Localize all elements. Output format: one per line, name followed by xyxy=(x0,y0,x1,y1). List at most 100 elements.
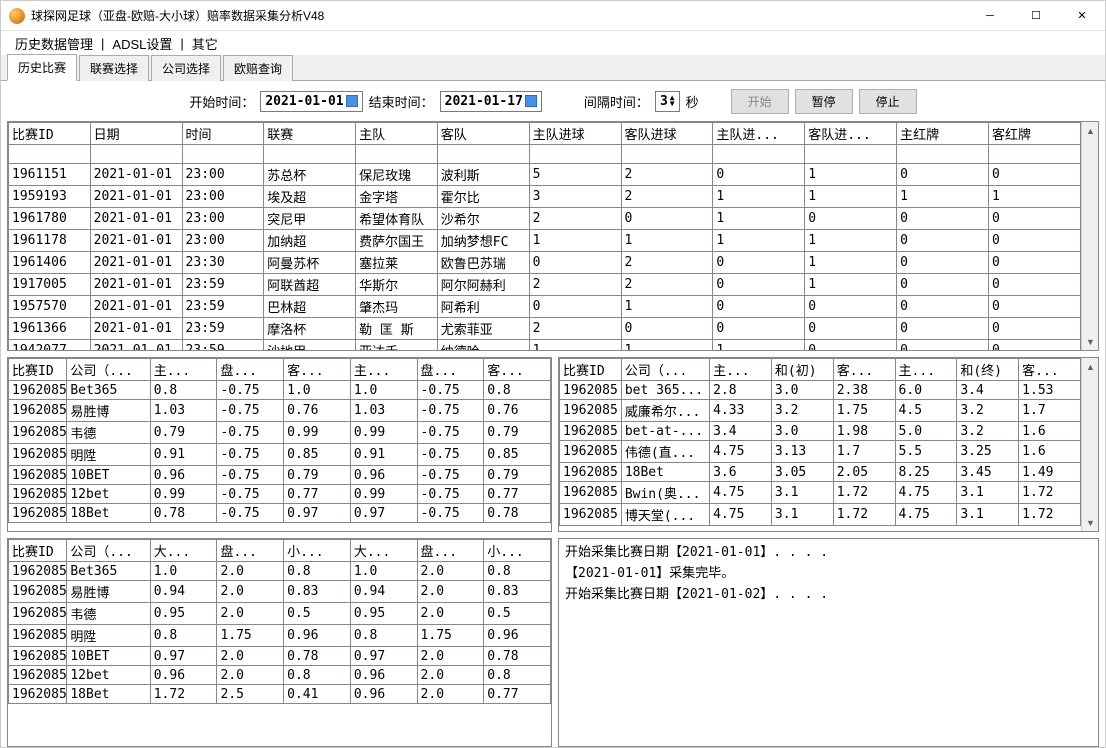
column-header[interactable]: 客... xyxy=(1019,359,1081,381)
calendar-icon[interactable] xyxy=(346,95,358,107)
tab-euro-odds[interactable]: 欧赔查询 xyxy=(223,55,293,81)
table-cell: 3.4 xyxy=(710,422,772,441)
scroll-down-icon[interactable]: ▼ xyxy=(1082,333,1099,350)
table-row[interactable]: 1962085bet-at-...3.43.01.985.03.21.6 xyxy=(560,422,1081,441)
table-row[interactable]: 1962085博天堂(...4.753.11.724.753.11.72 xyxy=(560,504,1081,526)
scroll-up-icon[interactable]: ▲ xyxy=(1082,358,1099,375)
column-header[interactable]: 日期 xyxy=(90,123,182,145)
column-header[interactable]: 客红牌 xyxy=(989,123,1081,145)
column-header[interactable]: 主队 xyxy=(356,123,438,145)
table-row[interactable]: 196208512bet0.962.00.80.962.00.8 xyxy=(9,666,551,685)
column-header[interactable]: 盘... xyxy=(417,359,484,381)
tab-league-select[interactable]: 联赛选择 xyxy=(79,55,149,81)
column-header[interactable]: 时间 xyxy=(182,123,264,145)
column-header[interactable]: 比赛ID xyxy=(9,359,67,381)
minimize-button[interactable]: ─ xyxy=(967,1,1013,31)
column-header[interactable]: 盘... xyxy=(217,359,284,381)
table-row[interactable]: 19611782021-01-0123:00加纳超费萨尔国王加纳梦想FC1111… xyxy=(9,230,1081,252)
column-header[interactable]: 公司（... xyxy=(67,540,150,562)
table-row[interactable]: 196208512bet0.99-0.750.770.99-0.750.77 xyxy=(9,485,551,504)
column-header[interactable]: 比赛ID xyxy=(9,540,67,562)
column-header[interactable]: 比赛ID xyxy=(560,359,622,381)
table-row[interactable]: 196208518Bet3.63.052.058.253.451.49 xyxy=(560,463,1081,482)
odds-table-2[interactable]: 比赛ID公司（...主...和(初)客...主...和(终)客...196208… xyxy=(559,358,1081,526)
table-row[interactable]: 1962085易胜博0.942.00.830.942.00.83 xyxy=(9,581,551,603)
column-header[interactable]: 盘... xyxy=(417,540,484,562)
column-header[interactable]: 公司（... xyxy=(621,359,709,381)
column-header[interactable]: 客队进... xyxy=(805,123,897,145)
table-row[interactable]: 196208510BET0.972.00.780.972.00.78 xyxy=(9,647,551,666)
table-row[interactable]: 19614062021-01-0123:30阿曼苏杯塞拉莱欧鲁巴苏瑞020100 xyxy=(9,252,1081,274)
table-row[interactable]: 19617802021-01-0123:00突尼甲希望体育队沙希尔201000 xyxy=(9,208,1081,230)
column-header[interactable]: 公司（... xyxy=(67,359,150,381)
pause-button[interactable]: 暂停 xyxy=(795,89,853,114)
column-header[interactable]: 盘... xyxy=(217,540,284,562)
interval-input[interactable]: 3▲▼ xyxy=(655,91,680,112)
column-header[interactable]: 大... xyxy=(150,540,217,562)
start-date-input[interactable]: 2021-01-01 xyxy=(260,91,362,112)
tab-company-select[interactable]: 公司选择 xyxy=(151,55,221,81)
table-row[interactable]: 1962085伟德(直...4.753.131.75.53.251.6 xyxy=(560,441,1081,463)
table-row[interactable]: 19591932021-01-0123:00埃及超金字塔霍尔比321111 xyxy=(9,186,1081,208)
table-row[interactable]: 196208510BET0.96-0.750.790.96-0.750.79 xyxy=(9,466,551,485)
table-row[interactable]: 19611512021-01-0123:00苏总杯保尼玫瑰波利斯520100 xyxy=(9,164,1081,186)
column-header[interactable]: 主... xyxy=(350,359,417,381)
table-row[interactable]: 1962085易胜博1.03-0.750.761.03-0.750.76 xyxy=(9,400,551,422)
menu-history[interactable]: 历史数据管理 xyxy=(11,34,97,53)
odds-table-1[interactable]: 比赛ID公司（...主...盘...客...主...盘...客...196208… xyxy=(8,358,551,523)
maximize-button[interactable]: ☐ xyxy=(1013,1,1059,31)
column-header[interactable]: 主队进球 xyxy=(529,123,621,145)
main-table[interactable]: 比赛ID日期时间联赛主队客队主队进球客队进球主队进...客队进...主红牌客红牌… xyxy=(8,122,1081,350)
table-cell: 0 xyxy=(805,296,897,318)
column-header[interactable]: 主红牌 xyxy=(897,123,989,145)
table-row[interactable]: 19170052021-01-0123:59阿联酋超华斯尔阿尔阿赫利220100 xyxy=(9,274,1081,296)
column-header[interactable]: 和(终) xyxy=(957,359,1019,381)
column-header[interactable]: 主... xyxy=(710,359,772,381)
column-header[interactable]: 比赛ID xyxy=(9,123,91,145)
table-cell: -0.75 xyxy=(417,381,484,400)
column-header[interactable]: 主... xyxy=(150,359,217,381)
column-header[interactable]: 大... xyxy=(350,540,417,562)
end-date-input[interactable]: 2021-01-17 xyxy=(440,91,542,112)
table-row[interactable]: 19613662021-01-0123:59摩洛杯勒 匡 斯尤索菲亚200000 xyxy=(9,318,1081,340)
table-row[interactable]: 19420772021-01-0123:59沙地甲亚达禾纳德哈111000 xyxy=(9,340,1081,351)
tab-history-match[interactable]: 历史比赛 xyxy=(7,54,77,81)
column-header[interactable]: 小... xyxy=(484,540,551,562)
table-row[interactable]: 1962085Bwin(奥...4.753.11.724.753.11.72 xyxy=(560,482,1081,504)
scrollbar-vertical[interactable]: ▲ ▼ xyxy=(1081,122,1098,350)
scrollbar-vertical[interactable]: ▲ ▼ xyxy=(1081,358,1098,531)
table-row[interactable]: 1962085明陞0.91-0.750.850.91-0.750.85 xyxy=(9,444,551,466)
start-button[interactable]: 开始 xyxy=(731,89,789,114)
table-row[interactable]: 196208518Bet0.78-0.750.970.97-0.750.78 xyxy=(9,504,551,523)
table-row[interactable]: 196208518Bet1.722.50.410.962.00.77 xyxy=(9,685,551,704)
column-header[interactable]: 和(初) xyxy=(771,359,833,381)
table-cell: 3.0 xyxy=(771,381,833,400)
column-header[interactable]: 客... xyxy=(833,359,895,381)
scroll-down-icon[interactable]: ▼ xyxy=(1082,514,1099,531)
stop-button[interactable]: 停止 xyxy=(859,89,917,114)
table-row[interactable]: 1962085Bet3651.02.00.81.02.00.8 xyxy=(9,562,551,581)
table-row[interactable]: 1962085威廉希尔...4.333.21.754.53.21.7 xyxy=(560,400,1081,422)
table-row[interactable]: 1962085bet 365...2.83.02.386.03.41.53 xyxy=(560,381,1081,400)
table-row[interactable]: 1962085Bet3650.8-0.751.01.0-0.750.8 xyxy=(9,381,551,400)
menu-other[interactable]: 其它 xyxy=(188,34,222,53)
table-cell: 2021-01-01 xyxy=(90,296,182,318)
column-header[interactable]: 主... xyxy=(895,359,957,381)
table-row[interactable]: 1962085韦德0.79-0.750.990.99-0.750.79 xyxy=(9,422,551,444)
scroll-up-icon[interactable]: ▲ xyxy=(1082,122,1099,139)
menu-adsl[interactable]: ADSL设置 xyxy=(108,34,176,53)
table-row[interactable]: 1962085韦德0.952.00.50.952.00.5 xyxy=(9,603,551,625)
column-header[interactable]: 客队进球 xyxy=(621,123,713,145)
calendar-icon[interactable] xyxy=(525,95,537,107)
column-header[interactable]: 小... xyxy=(284,540,351,562)
column-header[interactable]: 客队 xyxy=(437,123,529,145)
odds-table-3[interactable]: 比赛ID公司（...大...盘...小...大...盘...小...196208… xyxy=(8,539,551,704)
table-row[interactable]: 1962085明陞0.81.750.960.81.750.96 xyxy=(9,625,551,647)
table-cell: 2021-01-01 xyxy=(90,274,182,296)
column-header[interactable]: 联赛 xyxy=(264,123,356,145)
close-button[interactable]: ✕ xyxy=(1059,1,1105,31)
column-header[interactable]: 客... xyxy=(284,359,351,381)
column-header[interactable]: 主队进... xyxy=(713,123,805,145)
table-row[interactable]: 19575702021-01-0123:59巴林超肇杰玛阿希利010000 xyxy=(9,296,1081,318)
column-header[interactable]: 客... xyxy=(484,359,551,381)
